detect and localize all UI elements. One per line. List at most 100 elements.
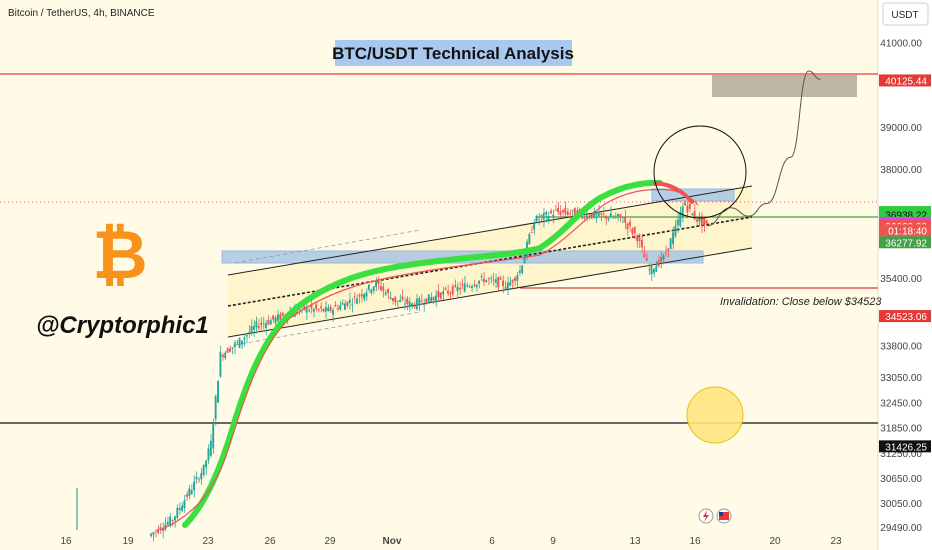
candle-body bbox=[154, 531, 157, 533]
candle-body bbox=[523, 255, 526, 264]
candle-body bbox=[674, 225, 677, 237]
candle-body bbox=[303, 306, 306, 310]
candle-body bbox=[176, 507, 179, 518]
candle-body bbox=[420, 300, 423, 302]
candle-body bbox=[372, 286, 375, 292]
candle-body bbox=[655, 265, 658, 272]
candle-body bbox=[276, 314, 279, 321]
y-tick-label: 31850.00 bbox=[880, 424, 922, 435]
candle-body bbox=[190, 489, 193, 495]
candle-body bbox=[626, 223, 629, 230]
candle-body bbox=[461, 283, 464, 285]
candle-body bbox=[454, 285, 457, 287]
candle-body bbox=[279, 314, 282, 320]
candle-body bbox=[348, 299, 351, 304]
candle-body bbox=[245, 335, 248, 337]
candle-body bbox=[554, 209, 557, 211]
candle-body bbox=[252, 326, 255, 330]
candle-body bbox=[353, 296, 356, 298]
ema-ribbon-green bbox=[182, 179, 663, 528]
candle-body bbox=[334, 305, 337, 307]
candle-body bbox=[691, 213, 694, 216]
x-tick-label: 23 bbox=[202, 536, 214, 547]
candle-body bbox=[360, 294, 363, 297]
target-zone bbox=[712, 75, 857, 97]
candle-body bbox=[430, 297, 433, 302]
candle-body bbox=[221, 354, 224, 358]
candle-body bbox=[411, 303, 413, 306]
candle-body bbox=[514, 277, 516, 281]
candle-body bbox=[200, 473, 203, 480]
candle-body bbox=[169, 516, 172, 526]
candle-body bbox=[605, 215, 607, 219]
candle-body bbox=[593, 211, 595, 218]
title-banner bbox=[335, 40, 572, 66]
candle-body bbox=[355, 298, 358, 304]
candle-body bbox=[693, 211, 696, 220]
candle-body bbox=[564, 207, 567, 214]
flag-canton bbox=[719, 512, 723, 516]
y-tick-label: 33050.00 bbox=[880, 373, 922, 384]
author-handle: @Cryptorphic1 bbox=[36, 312, 209, 339]
candle-body bbox=[224, 352, 227, 359]
candle-body bbox=[236, 341, 239, 343]
candle-body bbox=[262, 323, 265, 325]
x-tick-label: 29 bbox=[324, 536, 336, 547]
candle-body bbox=[669, 238, 672, 250]
candle-body bbox=[217, 380, 219, 403]
candle-body bbox=[621, 221, 624, 223]
candle-body bbox=[449, 293, 452, 294]
candle-body bbox=[499, 277, 502, 280]
candle-body bbox=[475, 284, 478, 288]
candle-body bbox=[444, 288, 447, 290]
candle-body bbox=[600, 213, 603, 215]
candle-body bbox=[535, 215, 538, 222]
candle-body bbox=[382, 286, 385, 291]
candle-body bbox=[243, 337, 246, 340]
candle-body bbox=[202, 464, 205, 475]
candle-body bbox=[470, 286, 473, 289]
candle-body bbox=[171, 520, 174, 521]
y-tick-label: 39000.00 bbox=[880, 123, 922, 134]
candle-body bbox=[573, 208, 576, 217]
x-tick-label: 23 bbox=[830, 536, 842, 547]
price-label-badge bbox=[879, 440, 931, 453]
price-axis-ticks: 41000.00 39000.00 38000.00 35400.00 33800.00… bbox=[880, 39, 922, 534]
candle-body bbox=[487, 278, 490, 280]
candle-body bbox=[446, 290, 449, 294]
candle-body bbox=[482, 278, 485, 283]
candle-body bbox=[365, 292, 368, 297]
candle-body bbox=[413, 305, 416, 308]
candle-body bbox=[281, 312, 284, 316]
bitcoin-icon: ₿ bbox=[92, 216, 147, 295]
candle-body bbox=[614, 216, 617, 218]
candle-body bbox=[662, 255, 665, 260]
ema-red-arc bbox=[653, 181, 694, 204]
candle-body bbox=[684, 202, 686, 206]
candle-body bbox=[676, 219, 679, 226]
candle-body bbox=[320, 306, 322, 309]
candle-body bbox=[415, 298, 418, 310]
candle-body bbox=[664, 252, 667, 254]
candle-body bbox=[296, 311, 299, 314]
currency-badge[interactable] bbox=[882, 2, 929, 26]
x-tick-label: 9 bbox=[550, 536, 556, 547]
candle-body bbox=[195, 476, 198, 480]
candle-body bbox=[367, 284, 370, 290]
candle-body bbox=[624, 217, 627, 223]
price-axis-panel bbox=[878, 0, 932, 550]
flag-stripes bbox=[719, 512, 729, 520]
candle-body bbox=[197, 479, 200, 481]
candle-body bbox=[703, 217, 706, 226]
candle-body bbox=[248, 332, 251, 334]
candle-body bbox=[612, 216, 615, 218]
candle-body bbox=[530, 231, 533, 233]
candle-body bbox=[399, 299, 401, 302]
candle-body bbox=[660, 257, 663, 262]
candle-body bbox=[569, 213, 572, 214]
candle-body bbox=[549, 210, 552, 214]
candle-body bbox=[233, 342, 236, 348]
price-label-text: 01:18:40 bbox=[888, 226, 927, 237]
candle-body bbox=[698, 218, 701, 222]
